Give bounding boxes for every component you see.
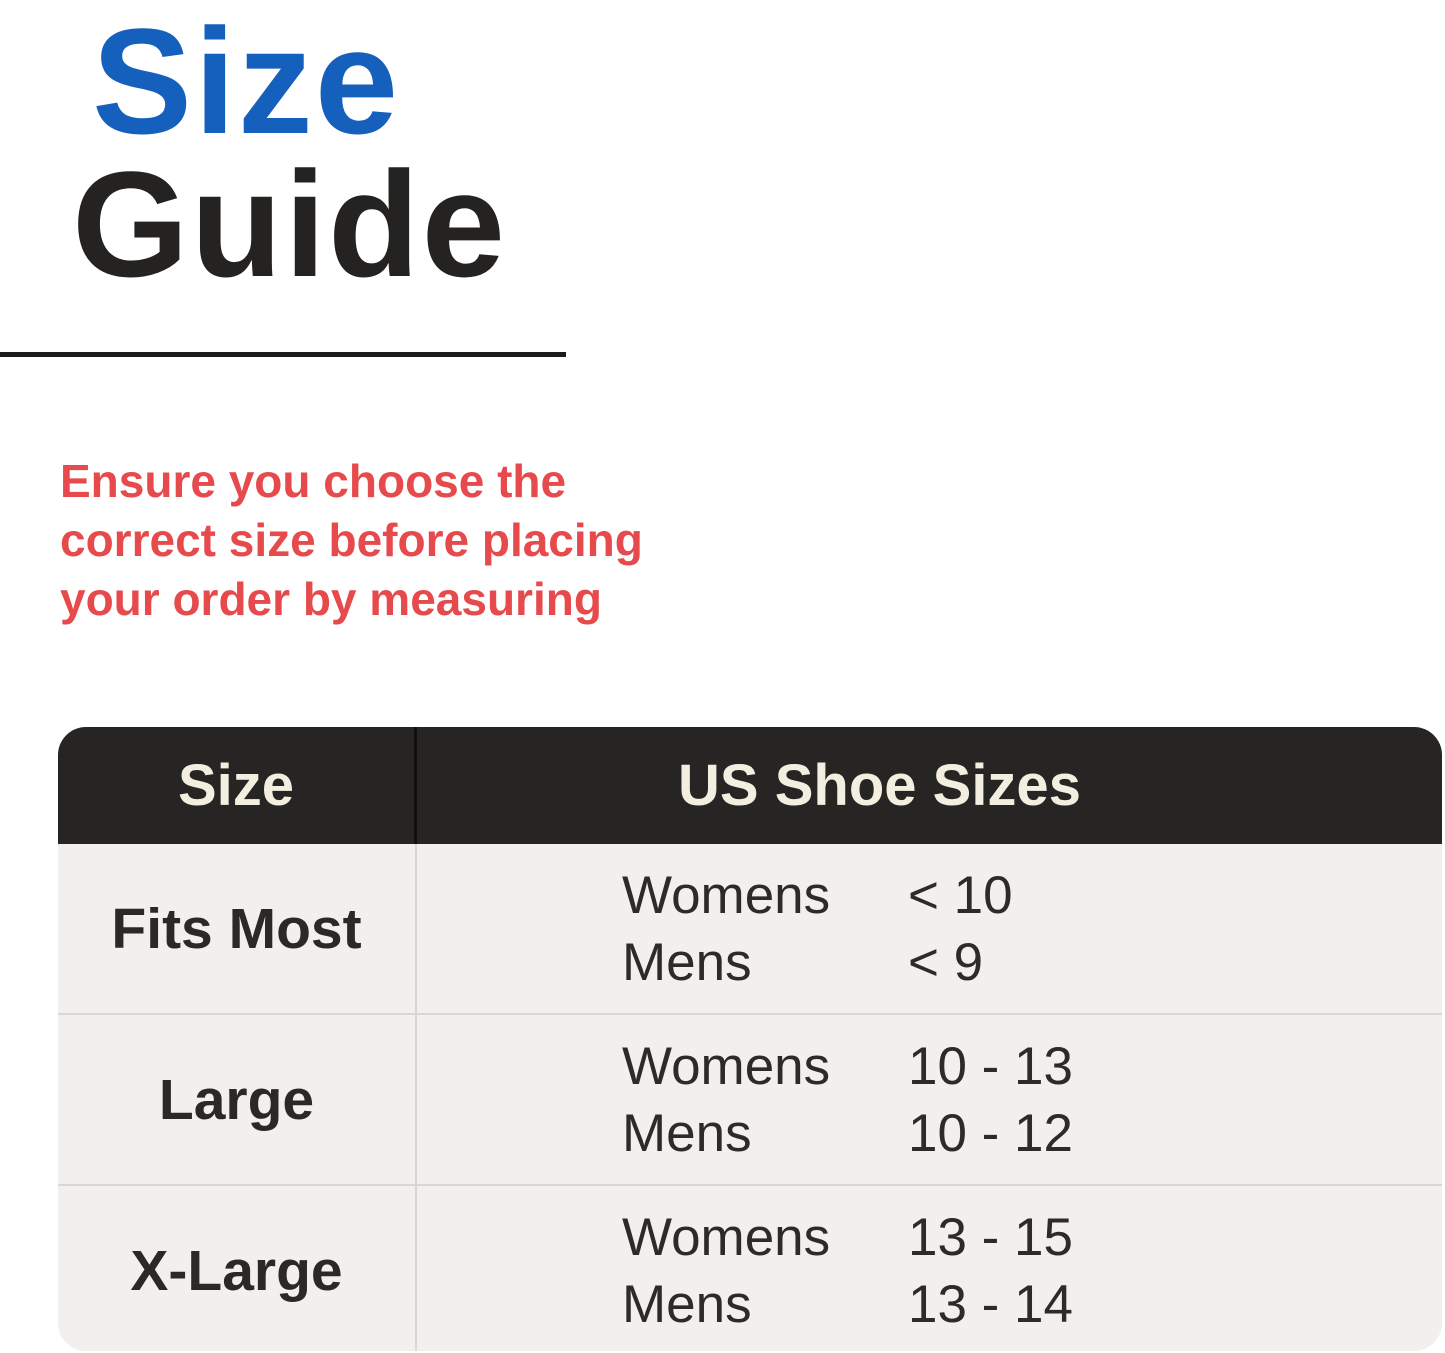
entry-value: 13 - 15	[908, 1207, 1074, 1267]
entry-label: Mens	[622, 1103, 752, 1163]
table-row-large: Large Womens 10 - 13 Mens 10 - 12	[58, 1013, 1442, 1184]
row-values-large: Womens 10 - 13 Mens 10 - 12	[417, 1015, 1442, 1184]
table-header-us-shoe-sizes: US Shoe Sizes	[678, 753, 1081, 818]
entry-mens: Mens 13 - 14	[622, 1271, 1442, 1338]
size-warning-line-3: your order by measuring	[60, 573, 602, 625]
entry-label: Womens	[622, 865, 831, 925]
size-chart-table: Size US Shoe Sizes Fits Most Womens < 10…	[58, 727, 1442, 1351]
table-row-x-large: X-Large Womens 13 - 15 Mens 13 - 14	[58, 1184, 1442, 1351]
entry-label: Mens	[622, 1274, 752, 1334]
entry-mens: Mens < 9	[622, 929, 1442, 996]
table-header-size: Size	[58, 727, 417, 844]
entry-womens: Womens 10 - 13	[622, 1033, 1442, 1100]
entry-label: Mens	[622, 932, 752, 992]
row-label-x-large: X-Large	[58, 1186, 417, 1351]
size-warning-text: Ensure you choose the correct size befor…	[60, 452, 643, 629]
entry-label: Womens	[622, 1207, 831, 1267]
size-warning-line-2: correct size before placing	[60, 514, 643, 566]
table-row-fits-most: Fits Most Womens < 10 Mens < 9	[58, 844, 1442, 1013]
table-header-row: Size US Shoe Sizes	[58, 727, 1442, 844]
row-label-large: Large	[58, 1015, 417, 1184]
entry-value: 10 - 13	[908, 1036, 1074, 1096]
page-title-word-size: Size	[92, 0, 401, 165]
page-title-word-guide: Guide	[72, 140, 508, 308]
entry-womens: Womens 13 - 15	[622, 1204, 1442, 1271]
entry-mens: Mens 10 - 12	[622, 1100, 1442, 1167]
size-warning-line-1: Ensure you choose the	[60, 455, 567, 507]
entry-value: < 10	[908, 865, 1013, 925]
row-label-fits-most: Fits Most	[58, 844, 417, 1013]
entry-value: 13 - 14	[908, 1274, 1074, 1334]
entry-value: < 9	[908, 932, 984, 992]
entry-value: 10 - 12	[908, 1103, 1074, 1163]
row-values-x-large: Womens 13 - 15 Mens 13 - 14	[417, 1186, 1442, 1351]
entry-label: Womens	[622, 1036, 831, 1096]
entry-womens: Womens < 10	[622, 862, 1442, 929]
title-underline-rule	[0, 352, 566, 357]
row-values-fits-most: Womens < 10 Mens < 9	[417, 844, 1442, 1013]
